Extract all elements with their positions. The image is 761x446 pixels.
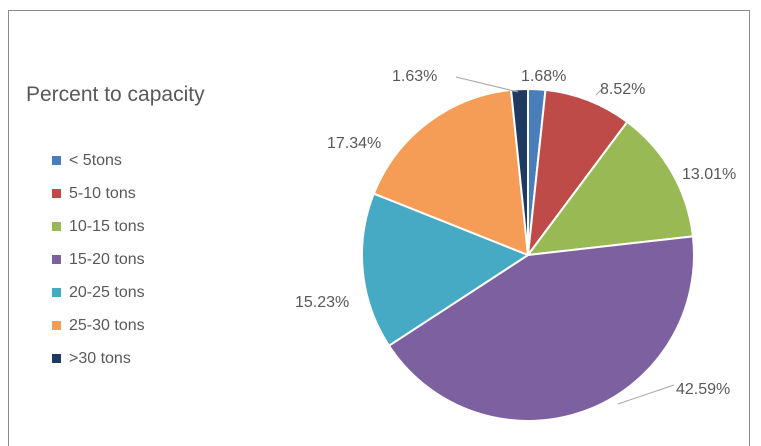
- legend-label: 5-10 tons: [69, 184, 136, 202]
- legend-swatch: [52, 321, 61, 330]
- legend-swatch: [52, 156, 61, 165]
- legend-item: 15-20 tons: [52, 239, 145, 280]
- legend-label: 15-20 tons: [69, 250, 145, 268]
- pie-slice: [527, 88, 629, 256]
- legend-label: >30 tons: [69, 349, 131, 367]
- pie-slice: [361, 192, 529, 347]
- legend-item: 10-15 tons: [52, 206, 145, 247]
- data-label: 1.63%: [392, 68, 437, 85]
- legend-label: 20-25 tons: [69, 283, 145, 301]
- legend-swatch: [52, 255, 61, 264]
- legend-swatch: [52, 354, 61, 363]
- pie-slice: [372, 88, 529, 256]
- data-label: 17.34%: [327, 135, 381, 152]
- leader-lines: [455, 76, 675, 405]
- chart-title: Percent to capacity: [26, 83, 205, 106]
- legend: < 5tons 5-10 tons 10-15 tons 15-20 tons 20-2…: [52, 148, 145, 379]
- data-label: 15.23%: [295, 294, 349, 311]
- legend-item: < 5tons: [52, 140, 145, 181]
- data-labels: 1.68% 8.52% 13.01% 42.59% 15.23% 17.34% 1.63%: [295, 68, 736, 398]
- data-label: 42.59%: [676, 381, 730, 398]
- leader-line: [617, 384, 675, 405]
- legend-swatch: [52, 189, 61, 198]
- leader-line: [455, 76, 519, 93]
- pie-slices: [361, 87, 695, 422]
- legend-swatch: [52, 222, 61, 231]
- legend-item: 5-10 tons: [52, 173, 145, 214]
- pie-slice: [527, 120, 694, 256]
- leader-line: [595, 86, 605, 96]
- legend-item: 25-30 tons: [52, 305, 145, 346]
- legend-label: < 5tons: [69, 151, 122, 169]
- legend-item: >30 tons: [52, 338, 145, 379]
- legend-label: 25-30 tons: [69, 316, 145, 334]
- legend-item: 20-25 tons: [52, 272, 145, 313]
- pie-slice: [387, 235, 695, 422]
- legend-swatch: [52, 288, 61, 297]
- data-label: 13.01%: [682, 166, 736, 183]
- data-label: 8.52%: [600, 81, 645, 98]
- legend-label: 10-15 tons: [69, 217, 145, 235]
- data-label: 1.68%: [521, 68, 566, 85]
